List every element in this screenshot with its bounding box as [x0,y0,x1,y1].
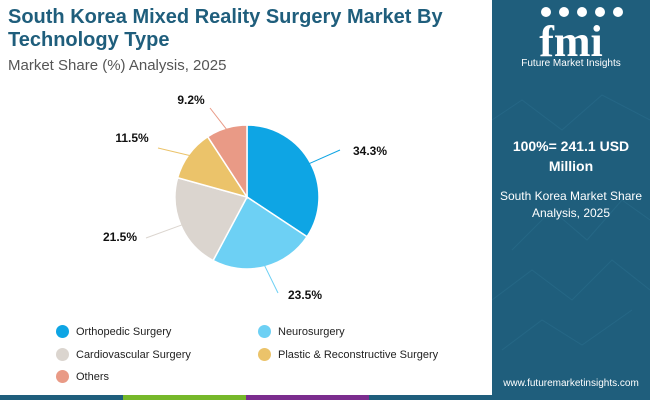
logo-caption: Future Market Insights [521,58,621,69]
market-total: 100%= 241.1 USD Million [512,138,630,174]
chart-area: South Korea Mixed Reality Surgery Market… [8,6,443,383]
logo-text: fmi [539,17,603,62]
data-label: 9.2% [177,93,205,107]
bottom-bar-segment [369,395,492,400]
bottom-color-bar [0,395,492,400]
pie-slice-others [206,124,248,200]
bottom-bar-segment [246,395,369,400]
bottom-bar-segment [0,395,123,400]
info-panel: fmi Future Market Insights 100%= 241.1 U… [492,0,650,400]
leader-line [263,264,279,294]
fmi-logo: fmi [502,2,640,72]
data-label: 23.5% [288,288,322,302]
data-label: 11.5% [115,131,149,145]
pie-chart: 34.3% 23.5% 21.5% 11.5% 9.2% [103,93,387,302]
leader-line [157,147,191,157]
panel-texture [492,94,650,351]
chart-subtitle: Market Share (%) Analysis, 2025 [8,57,227,74]
leader-line [308,149,341,165]
market-description: South Korea Market Share Analysis, 2025 [499,189,643,220]
data-label: 34.3% [353,144,387,158]
leader-line [209,107,228,131]
data-label: 21.5% [103,230,137,244]
leader-line [145,224,183,239]
website-link[interactable]: www.futuremarketinsights.com [503,378,639,389]
chart-title: South Korea Mixed Reality Surgery Market… [8,6,443,51]
bottom-bar-segment [123,395,246,400]
